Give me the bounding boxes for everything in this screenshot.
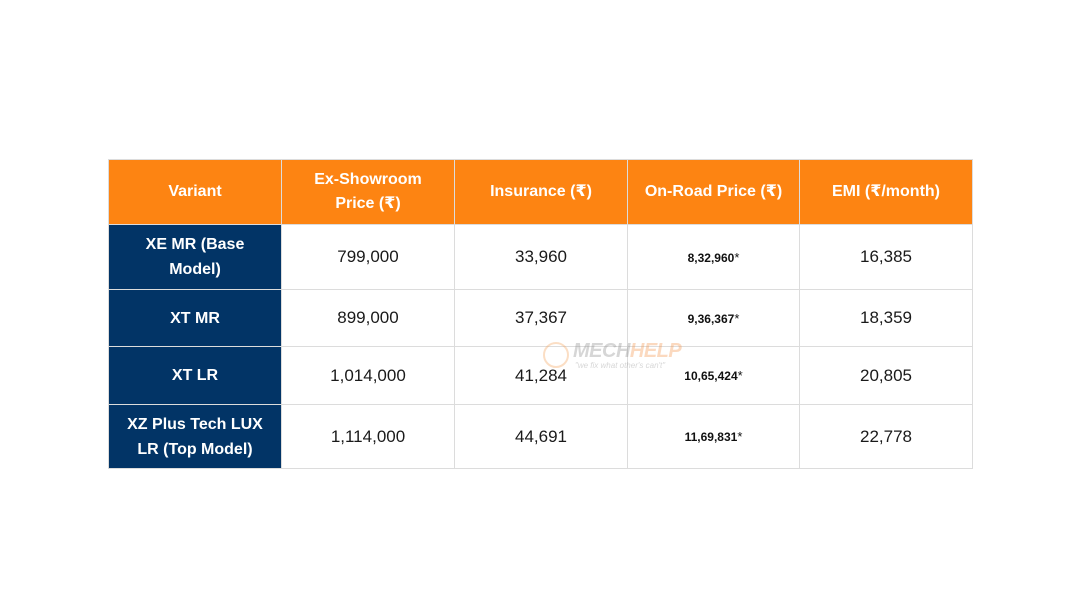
ex-showroom-cell: 1,114,000: [281, 404, 455, 469]
emi-cell: 20,805: [799, 346, 973, 405]
footnote-asterisk: *: [734, 249, 740, 265]
table-row: XZ Plus Tech LUX LR (Top Model) 1,114,00…: [108, 404, 973, 469]
insurance-cell: 37,367: [454, 289, 628, 347]
ex-showroom-cell: 799,000: [281, 224, 455, 290]
insurance-cell: 41,284: [454, 346, 628, 405]
on-road-price-cell: 8,32,960*: [627, 224, 800, 290]
on-road-price-cell: 10,65,424*: [627, 346, 800, 405]
price-comparison-table: Variant Ex-Showroom Price (₹) Insurance …: [108, 159, 973, 469]
footnote-asterisk: *: [737, 429, 743, 444]
header-variant: Variant: [108, 159, 282, 225]
insurance-cell: 33,960: [454, 224, 628, 290]
variant-cell: XT LR: [108, 346, 282, 405]
table-row: XE MR (Base Model) 799,000 33,960 8,32,9…: [108, 224, 973, 290]
on-road-price-cell: 11,69,831*: [627, 404, 800, 469]
table-header-row: Variant Ex-Showroom Price (₹) Insurance …: [108, 159, 973, 225]
ex-showroom-cell: 899,000: [281, 289, 455, 347]
on-road-price-cell: 9,36,367*: [627, 289, 800, 347]
emi-cell: 16,385: [799, 224, 973, 290]
header-emi: EMI (₹/month): [799, 159, 973, 225]
ex-showroom-cell: 1,014,000: [281, 346, 455, 405]
footnote-asterisk: *: [734, 310, 740, 326]
variant-cell: XT MR: [108, 289, 282, 347]
emi-cell: 18,359: [799, 289, 973, 347]
table-row: XT LR 1,014,000 41,284 10,65,424* 20,805: [108, 346, 973, 405]
insurance-cell: 44,691: [454, 404, 628, 469]
header-on-road-price: On-Road Price (₹): [627, 159, 800, 225]
footnote-asterisk: *: [737, 368, 743, 383]
table-row: XT MR 899,000 37,367 9,36,367* 18,359: [108, 289, 973, 347]
header-insurance: Insurance (₹): [454, 159, 628, 225]
header-ex-showroom-price: Ex-Showroom Price (₹): [281, 159, 455, 225]
emi-cell: 22,778: [799, 404, 973, 469]
variant-cell: XE MR (Base Model): [108, 224, 282, 290]
variant-cell: XZ Plus Tech LUX LR (Top Model): [108, 404, 282, 469]
